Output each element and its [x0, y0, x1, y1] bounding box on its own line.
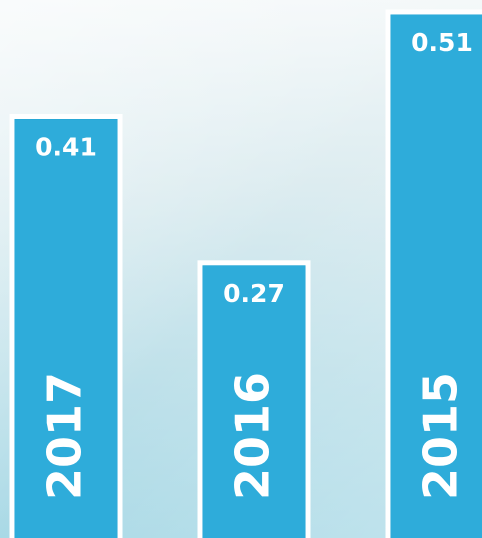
- bar-texture: [391, 15, 482, 538]
- category-label: 2016: [226, 372, 280, 500]
- bar: [385, 9, 482, 538]
- value-label: 0.51: [411, 28, 473, 57]
- category-label: 2015: [414, 372, 468, 500]
- value-label: 0.27: [223, 279, 285, 308]
- bar-texture: [203, 265, 305, 538]
- category-label: 2017: [38, 372, 92, 500]
- value-label: 0.41: [35, 133, 97, 162]
- bar: [197, 260, 311, 538]
- bars: 0.41 2017 0.27 2016 0.51 2015: [9, 9, 482, 538]
- bar: [9, 114, 123, 538]
- bar-texture: [15, 119, 117, 538]
